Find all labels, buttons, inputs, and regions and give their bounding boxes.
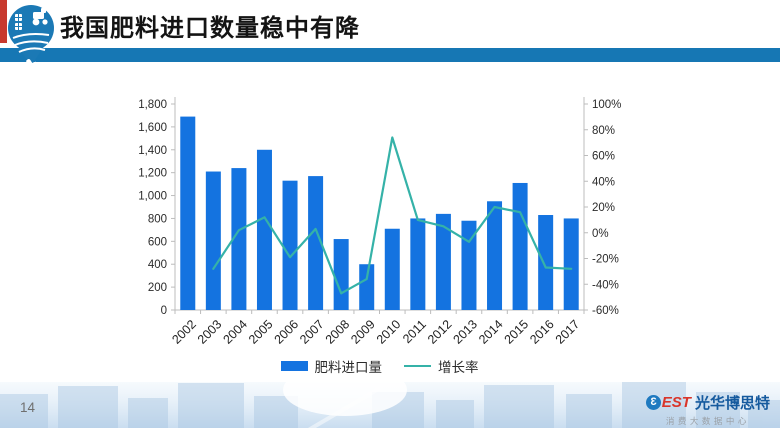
bar-2017 — [563, 218, 579, 310]
brand-tagline: 消费大数据中心 — [665, 416, 750, 426]
y-axis-left-label: 1,000 — [138, 191, 167, 203]
red-accent-bar — [0, 0, 7, 43]
x-label-2002: 2002 — [169, 317, 199, 347]
x-label-2015: 2015 — [502, 317, 532, 347]
y-axis-left-label: 1,600 — [138, 122, 167, 134]
y-axis-right-label: 60% — [592, 151, 615, 163]
y-axis-left-label: 1,800 — [138, 99, 167, 111]
y-axis-left-label: 600 — [148, 236, 167, 248]
y-axis-left-label: 0 — [161, 305, 167, 317]
x-label-2012: 2012 — [425, 317, 455, 347]
title-underline-band — [0, 48, 780, 62]
x-label-2010: 2010 — [374, 317, 404, 347]
bar-2005 — [256, 149, 272, 310]
bar-2008 — [333, 239, 349, 310]
x-label-2005: 2005 — [246, 317, 276, 347]
y-axis-right-label: 40% — [592, 176, 615, 188]
x-label-2008: 2008 — [323, 317, 353, 347]
x-label-2007: 2007 — [297, 317, 327, 347]
x-label-2013: 2013 — [451, 317, 481, 347]
x-label-2006: 2006 — [272, 317, 302, 347]
brand-wordmark: EST — [661, 394, 691, 411]
x-label-2011: 2011 — [400, 317, 429, 346]
brand-pin-icon — [8, 5, 54, 66]
bar-2009 — [359, 264, 375, 310]
bar-2004 — [231, 168, 247, 310]
bar-2007 — [308, 176, 324, 310]
y-axis-right-label: 20% — [592, 202, 615, 214]
page-title: 我国肥料进口数量稳中有降 — [60, 15, 360, 42]
growth-rate-line — [212, 136, 573, 295]
y-axis-right-label: 100% — [592, 99, 621, 111]
x-label-2016: 2016 — [527, 317, 557, 347]
bar-2016 — [538, 215, 554, 310]
legend-label-imports: 肥料进口量 — [314, 360, 383, 375]
brand-name: 光华博思特 — [694, 395, 770, 412]
y-axis-right-label: 80% — [592, 125, 615, 137]
y-axis-left-label: 1,400 — [138, 145, 167, 157]
brand-circle-icon: 3 — [645, 395, 661, 410]
legend-label-growth: 增长率 — [438, 360, 479, 375]
bar-2012 — [435, 213, 451, 310]
brand-logo: 3 EST 光华博思特 消费大数据中心 — [645, 392, 770, 427]
y-axis-right-label: 0% — [592, 228, 609, 240]
x-label-2014: 2014 — [476, 317, 506, 347]
bar-swatch-icon — [280, 361, 308, 371]
y-axis-right-label: -40% — [592, 279, 619, 291]
bar-2003 — [205, 171, 221, 310]
x-label-2003: 2003 — [195, 317, 225, 347]
legend-item-imports: 肥料进口量 — [280, 356, 383, 376]
line-swatch-icon — [404, 364, 431, 368]
chart-legend: 肥料进口量 增长率 — [175, 355, 584, 377]
bar-2013 — [461, 220, 477, 310]
bar-2014 — [487, 201, 503, 310]
bar-2010 — [384, 228, 400, 310]
legend-item-growth: 增长率 — [404, 356, 479, 376]
bar-2011 — [410, 218, 426, 310]
y-axis-left-label: 200 — [148, 282, 167, 294]
page-number: 14 — [20, 400, 36, 415]
bar-2002 — [180, 116, 196, 310]
x-label-2004: 2004 — [220, 317, 250, 347]
bar-2015 — [512, 182, 528, 310]
x-label-2009: 2009 — [348, 317, 378, 347]
bar-2006 — [282, 180, 298, 310]
y-axis-left-label: 1,200 — [138, 168, 167, 180]
y-axis-right-label: -60% — [592, 305, 619, 317]
x-label-2017: 2017 — [553, 317, 583, 347]
y-axis-right-label: -20% — [592, 254, 619, 266]
y-axis-left-label: 400 — [148, 259, 167, 271]
y-axis-left-label: 800 — [148, 213, 167, 225]
